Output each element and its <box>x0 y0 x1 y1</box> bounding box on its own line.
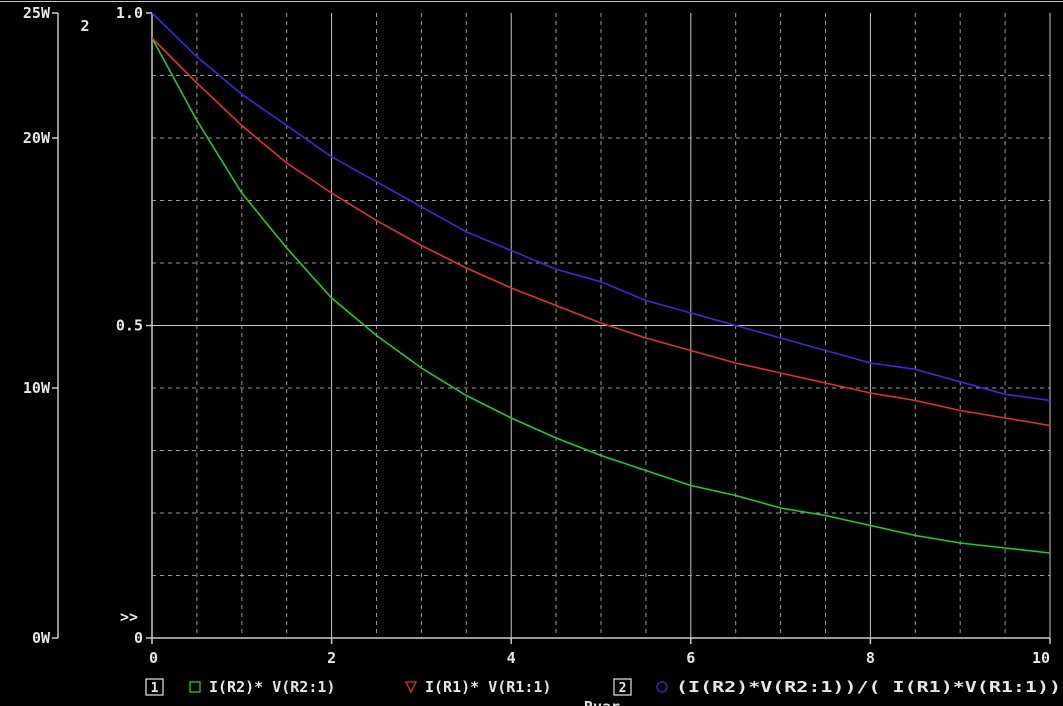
legend: 1 I(R2)* V(R2:1) I(R1)* V(R1:1) 2 (I(R2)*V(R… <box>145 678 1061 706</box>
axes <box>52 12 1051 644</box>
series-line-circle <box>151 12 1051 402</box>
legend-series-3-name: (I(R2)*V(R2:1))/( I(R1)*V(R1:1)) <box>676 678 1061 696</box>
x-tick-label: 4 <box>507 649 516 667</box>
legend-axis1-marker-box <box>145 678 164 696</box>
axis2-tick-label: 0.5 <box>116 317 143 335</box>
axis1-tick-label: 25W <box>23 4 51 22</box>
series-line-triangle <box>151 37 1051 427</box>
x-tick-label: 10 <box>1032 649 1050 667</box>
legend-axis1-marker-label: 1 <box>151 681 159 696</box>
x-axis-label: Rvar <box>584 698 620 706</box>
axis2-tick-label: 1.0 <box>116 4 143 22</box>
axis2-tick-label: 0 <box>134 629 143 647</box>
x-tick-label: 0 <box>149 649 158 667</box>
x-tick-label: 2 <box>327 649 336 667</box>
axis2-marker: 2 <box>80 17 89 35</box>
x-tick-label: 6 <box>686 649 695 667</box>
series-line-square <box>151 37 1051 554</box>
legend-axis2-marker-label: 2 <box>619 681 627 696</box>
legend-series-2-name: I(R1)* V(R1:1) <box>425 678 551 696</box>
overflow-marker: >> <box>120 608 138 626</box>
legend-square-icon <box>189 681 201 693</box>
legend-triangle-icon <box>404 681 418 694</box>
series-lines <box>151 12 1051 554</box>
legend-circle-icon <box>656 681 668 693</box>
axis1-tick-label: 0W <box>32 629 51 647</box>
x-tick-label: 8 <box>866 649 875 667</box>
legend-axis2-marker-box <box>613 678 632 696</box>
legend-series-1-name: I(R2)* V(R2:1) <box>209 678 335 696</box>
axis1-tick-label: 20W <box>23 129 51 147</box>
tick-labels: 0W 10W 20W 25W 2 0 0.5 1.0 >> 0 2 4 6 8 10 <box>23 4 1050 667</box>
axis1-tick-label: 10W <box>23 379 51 397</box>
